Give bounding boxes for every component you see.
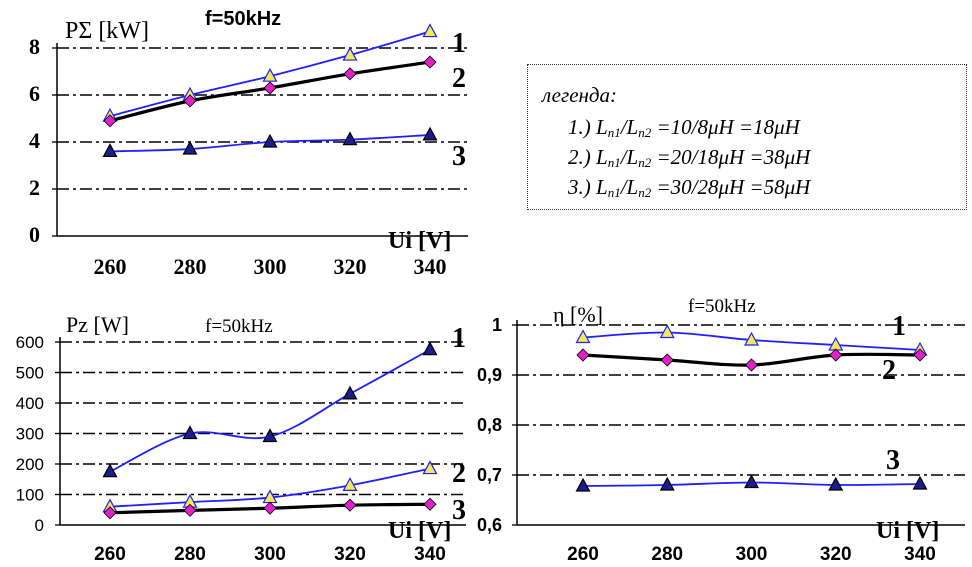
y-tick-label: 0,8 [477,415,502,435]
x-tick-label: 280 [651,544,683,565]
x-tick-label: 280 [174,544,206,565]
data-point [575,477,591,492]
data-point [422,126,438,141]
y-axis-label: Pz [W] [66,312,129,337]
data-point [103,506,117,520]
series-label-2: 2 [882,355,896,386]
data-point [575,329,591,344]
data-point [262,428,278,443]
x-axis-label: Ui [V] [388,518,451,544]
data-point [342,46,358,61]
data-point [422,460,438,475]
data-point [102,463,118,478]
series-label-1: 1 [892,311,906,342]
data-point [744,358,759,372]
x-tick-label: 320 [820,544,852,565]
data-point [743,474,760,489]
legend-item-3: 3.) Ln1/Ln2 =30/28μH =58μH [568,175,811,200]
y-tick-label: 4 [29,128,40,153]
data-point [343,67,357,81]
x-axis-label: Ui [V] [388,228,451,254]
y-tick-label: 1 [492,315,502,335]
y-tick-label: 500 [16,364,44,383]
data-point [912,475,928,490]
y-tick-label: 8 [29,34,40,59]
y-tick-label: 0,7 [477,465,502,485]
data-point [913,348,927,362]
series-label-3: 3 [452,141,466,172]
data-point [659,476,675,491]
data-point [262,133,278,148]
x-tick-label: 300 [254,254,287,279]
data-point [828,476,844,491]
y-tick-label: 0,6 [477,515,502,535]
data-point [576,348,590,362]
legend-box: легенда: 1.) Ln1/Ln2 =10/8μH =18μH 2.) L… [527,64,967,210]
x-tick-label: 340 [414,544,446,565]
data-point [422,23,438,38]
y-tick-label: 100 [16,486,44,505]
x-tick-label: 260 [94,544,126,565]
x-tick-label: 260 [567,544,599,565]
data-point [263,501,277,515]
series-label-3: 3 [452,495,466,526]
data-point [262,67,278,82]
data-point [342,477,358,491]
series-label-1: 1 [452,323,466,354]
chart-title: f=50kHz [205,316,273,337]
data-point [102,143,118,157]
y-tick-label: 600 [16,333,44,352]
data-point [183,94,197,108]
chart-2: 0 100 200 300 400 500 600 260 280 300 320 340 Pz [W]… [16,312,466,565]
y-axis-label: PΣ [kW] [65,18,149,44]
y-tick-label: 400 [16,394,44,413]
data-point [423,497,437,511]
x-tick-label: 340 [414,254,447,279]
y-tick-label: 300 [16,425,44,444]
y-tick-label: 0,9 [477,365,502,385]
x-tick-label: 320 [334,544,366,565]
y-tick-label: 6 [29,81,40,106]
chart-title: f=50kHz [205,8,281,30]
series-label-1: 1 [452,28,466,59]
chart-title: f=50kHz [688,296,756,317]
data-point [743,331,760,346]
x-tick-label: 260 [94,254,127,279]
data-point [660,353,674,367]
data-point [103,114,117,128]
series-label-2: 2 [452,458,466,489]
legend-item-1: 1.) Ln1/Ln2 =10/8μH =18μH [568,115,800,140]
data-point [422,341,438,356]
x-tick-label: 300 [736,544,768,565]
x-axis-label: Ui [V] [876,518,939,544]
x-tick-label: 340 [904,544,936,565]
data-point [342,385,358,400]
chart-3: 0,6 0,7 0,8 0,9 1 260 280 300 320 340 η [%] f=50kHz… [477,296,965,565]
x-tick-label: 280 [174,254,207,279]
data-point [423,55,437,69]
data-point [182,425,198,440]
y-tick-label: 2 [29,175,40,200]
chart-1: 0 2 4 6 8 260 280 300 320 340 PΣ [kW] f=50kHz Ui [V]… [29,8,468,279]
y-tick-label: 0 [35,516,44,535]
y-tick-label: 0 [29,222,40,247]
data-point [183,503,197,517]
data-point [263,81,277,95]
legend-item-2: 2.) Ln1/Ln2 =20/18μH =38μH [568,145,811,170]
series-label-2: 2 [452,63,466,94]
data-point [342,131,358,146]
y-axis-label: η [%] [553,302,603,327]
x-tick-label: 320 [334,254,367,279]
legend-title: легенда: [542,83,618,107]
y-tick-label: 200 [16,455,44,474]
data-point [182,140,198,155]
series-label-3: 3 [886,445,900,476]
series-line-3 [109,348,431,473]
data-point [343,498,357,512]
x-tick-label: 300 [254,544,286,565]
data-point [829,348,843,362]
data-point [659,324,675,339]
